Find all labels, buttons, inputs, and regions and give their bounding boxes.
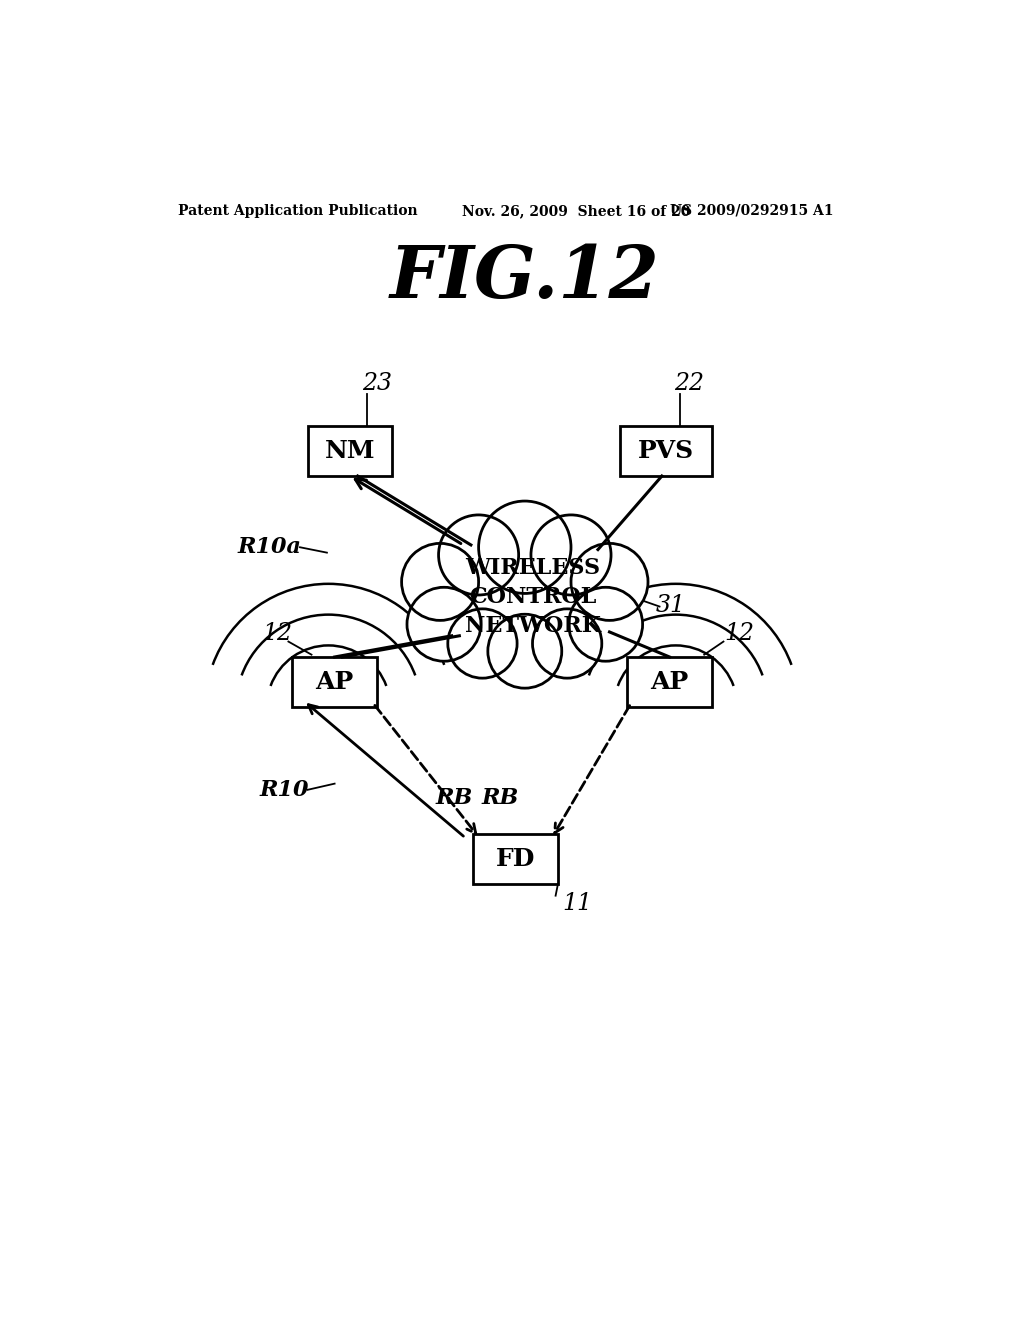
Text: RB: RB <box>435 787 473 808</box>
Text: FIG.12: FIG.12 <box>390 243 659 313</box>
Text: 12: 12 <box>262 622 292 645</box>
Text: AP: AP <box>315 671 353 694</box>
Text: 11: 11 <box>562 892 592 915</box>
Text: RB: RB <box>481 787 519 808</box>
Text: R10: R10 <box>260 779 309 801</box>
Text: PVS: PVS <box>638 440 694 463</box>
Bar <box>628 657 712 708</box>
Circle shape <box>568 587 643 661</box>
Text: 22: 22 <box>674 372 703 395</box>
Circle shape <box>487 614 562 688</box>
Circle shape <box>478 502 571 594</box>
Text: 31: 31 <box>656 594 686 616</box>
Circle shape <box>401 544 478 620</box>
Circle shape <box>438 515 518 595</box>
Bar <box>620 426 712 477</box>
Text: Patent Application Publication: Patent Application Publication <box>178 203 418 218</box>
Circle shape <box>447 609 517 678</box>
Bar <box>307 426 392 477</box>
Text: US 2009/0292915 A1: US 2009/0292915 A1 <box>670 203 834 218</box>
Text: AP: AP <box>650 671 689 694</box>
Bar <box>292 657 377 708</box>
Text: Nov. 26, 2009  Sheet 16 of 20: Nov. 26, 2009 Sheet 16 of 20 <box>462 203 690 218</box>
Text: NM: NM <box>325 440 375 463</box>
Ellipse shape <box>447 532 602 647</box>
Text: WIRELESS
CONTROL
NETWORK: WIRELESS CONTROL NETWORK <box>465 557 600 638</box>
Text: FD: FD <box>496 847 536 871</box>
Circle shape <box>531 515 611 595</box>
Text: 23: 23 <box>361 372 392 395</box>
Text: 12: 12 <box>724 622 754 645</box>
Circle shape <box>532 609 602 678</box>
Text: R10a: R10a <box>238 536 301 558</box>
Circle shape <box>407 587 481 661</box>
Bar <box>473 834 558 884</box>
Circle shape <box>571 544 648 620</box>
